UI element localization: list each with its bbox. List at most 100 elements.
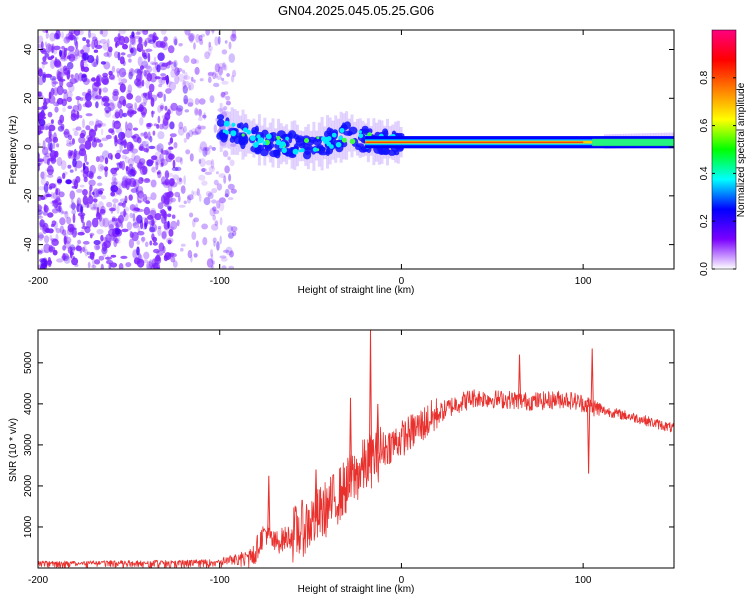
noise-blob	[94, 124, 98, 132]
colorbar-tick-label: 0.2	[699, 214, 710, 228]
noise-blob	[227, 156, 231, 161]
noise-blob	[127, 122, 133, 131]
noise-blob	[79, 97, 84, 102]
noise-blob	[89, 251, 95, 260]
noise-blob	[144, 70, 151, 80]
noise-blob	[144, 40, 148, 48]
noise-blob	[95, 139, 102, 143]
y-tick-label: 2000	[23, 474, 34, 497]
noise-blob	[91, 191, 95, 195]
noise-blob	[72, 256, 76, 260]
noise-blob	[73, 150, 81, 160]
noise-blob	[199, 125, 206, 130]
noise-blob	[130, 47, 134, 54]
noise-blob	[111, 65, 116, 73]
noise-blob	[151, 233, 155, 241]
noise-blob	[87, 30, 91, 39]
noise-blob	[197, 124, 201, 130]
noise-blob	[147, 263, 152, 269]
noise-blob	[163, 255, 170, 259]
noise-blob	[101, 30, 108, 38]
noise-blob	[211, 188, 218, 194]
noise-blob	[113, 217, 118, 222]
noise-blob	[61, 45, 65, 50]
x-tick-label: 0	[399, 575, 405, 586]
noise-blob	[203, 197, 211, 206]
noise-blob	[128, 71, 133, 80]
noise-blob	[170, 102, 178, 111]
noise-blob	[45, 125, 49, 131]
noise-blob	[154, 256, 162, 265]
noise-blob	[143, 148, 149, 153]
noise-blob	[198, 174, 206, 181]
noise-blob	[174, 67, 180, 76]
noise-blob	[163, 224, 171, 233]
noise-blob	[161, 62, 169, 67]
noise-blob	[149, 135, 153, 143]
noise-blob	[137, 56, 143, 67]
noise-blob	[202, 114, 207, 119]
noise-blob	[154, 76, 161, 80]
noise-blob	[118, 108, 124, 119]
noise-blob	[91, 77, 96, 82]
noise-blob	[213, 209, 220, 215]
noise-blob	[148, 33, 153, 38]
noise-blob	[201, 168, 206, 173]
noise-blob	[64, 210, 69, 219]
noise-blob	[121, 180, 128, 189]
noise-blob	[42, 211, 49, 216]
noise-blob	[224, 64, 228, 71]
noise-blob	[151, 110, 154, 118]
band-halo	[271, 118, 275, 168]
band-hotspot	[241, 133, 245, 137]
noise-blob	[151, 62, 157, 66]
noise-blob	[169, 133, 177, 138]
colorbar-gradient	[712, 30, 736, 269]
noise-blob	[100, 128, 104, 136]
noise-blob	[194, 108, 202, 115]
noise-blob	[169, 137, 174, 144]
noise-blob	[212, 206, 217, 212]
noise-blob	[100, 195, 107, 200]
noise-blob	[56, 156, 63, 167]
noise-blob	[220, 91, 227, 99]
noise-blob	[230, 226, 238, 232]
noise-blob	[143, 131, 148, 139]
noise-blob	[184, 71, 188, 80]
band-blob	[288, 136, 293, 144]
band-blob	[288, 132, 293, 138]
noise-blob	[232, 69, 237, 78]
noise-blob	[180, 185, 186, 194]
noise-blob	[85, 113, 93, 117]
noise-blob	[114, 120, 120, 124]
noise-blob	[225, 95, 231, 101]
noise-blob	[44, 152, 52, 157]
band-blob	[236, 123, 241, 129]
noise-blob	[68, 30, 76, 35]
noise-blob	[47, 111, 53, 118]
noise-blob	[206, 258, 214, 268]
band-halo	[350, 114, 354, 158]
noise-blob	[187, 32, 195, 42]
noise-blob	[100, 263, 104, 269]
noise-blob	[178, 73, 185, 83]
noise-blob	[60, 160, 67, 170]
noise-blob	[199, 78, 204, 82]
noise-blob	[71, 202, 76, 211]
noise-blob	[53, 199, 59, 209]
noise-blob	[156, 64, 161, 73]
noise-blob	[95, 101, 99, 109]
noise-blob	[97, 175, 102, 180]
band-hotspot	[367, 132, 372, 137]
noise-blob	[72, 158, 77, 168]
noise-blob	[174, 75, 180, 85]
noise-blob	[77, 239, 82, 245]
noise-blob	[187, 250, 193, 259]
band-blob	[274, 149, 281, 159]
noise-blob	[38, 212, 42, 218]
noise-blob	[47, 212, 54, 218]
colorbar-tick-label: 0.4	[699, 166, 710, 180]
noise-blob	[49, 32, 56, 42]
noise-blob	[211, 146, 216, 151]
noise-blob	[80, 49, 84, 55]
